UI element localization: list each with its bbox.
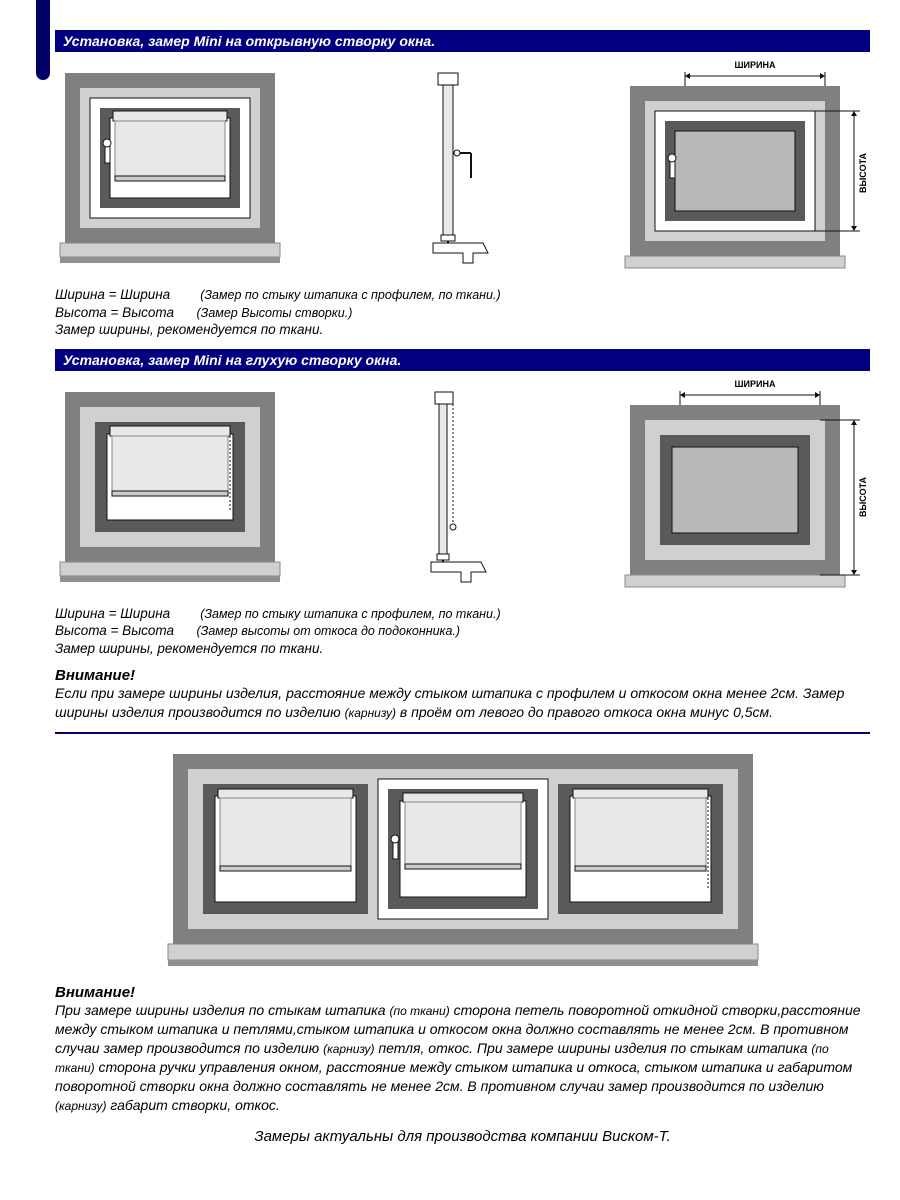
section1-header: Установка, замер Mini на открывную створ… [55, 30, 870, 52]
attention2: Внимание! При замере ширины изделия по с… [55, 984, 870, 1114]
section1-diagrams: ШИРИНА ВЫСОТ [55, 58, 870, 278]
formula-note: Замер ширины, рекомендуется по ткани. [55, 640, 870, 658]
t3: петля, откос. При замере ширины изделия … [375, 1040, 812, 1056]
attention-title: Внимание! [55, 984, 870, 1001]
formula-width-hint: (Замер по стыку штапика с профилем, по т… [200, 288, 500, 302]
attention-body: Если при замере ширины изделия, расстоян… [55, 684, 870, 722]
section2-diagrams: ШИРИНА ВЫСОТА [55, 377, 870, 597]
height-label: ВЫСОТА [858, 476, 868, 517]
formula-width: Ширина = Ширина [55, 287, 170, 302]
width-label: ШИРИНА [735, 60, 776, 70]
attention-text-b: в проём от левого до правого откоса окна… [396, 704, 773, 720]
formula-width: Ширина = Ширина [55, 606, 170, 621]
t1: При замере ширины изделия по стыкам штап… [55, 1002, 389, 1018]
page-content: Установка, замер Mini на открывную створ… [0, 0, 900, 1155]
karniz: (карнизу) [345, 706, 396, 720]
diagram-side-fixed [393, 382, 503, 592]
divider [55, 732, 870, 734]
diagram-front-open [55, 63, 285, 273]
section2-header: Установка, замер Mini на глухую створку … [55, 349, 870, 371]
formula-height: Высота = Высота [55, 623, 174, 638]
section1-formulas: Ширина = Ширина (Замер по стыку штапика … [55, 286, 870, 339]
diagram-side-open [393, 63, 503, 273]
attention-body: При замере ширины изделия по стыкам штап… [55, 1001, 870, 1114]
page-side-tab [36, 0, 50, 80]
attention1: Внимание! Если при замере ширины изделия… [55, 667, 870, 722]
footer-note: Замеры актуальны для производства компан… [55, 1128, 870, 1145]
triple-window-diagram [55, 744, 870, 974]
po-tkani: (по ткани) [389, 1004, 449, 1018]
section2-formulas: Ширина = Ширина (Замер по стыку штапика … [55, 605, 870, 658]
t5: габарит створки, откос. [106, 1097, 279, 1113]
t4: сторона ручки управления окном, расстоян… [55, 1059, 852, 1094]
diagram-front-fixed [55, 382, 285, 592]
karniz: (карнизу) [55, 1099, 106, 1113]
formula-width-hint: (Замер по стыку штапика с профилем, по т… [200, 607, 500, 621]
formula-height: Высота = Высота [55, 305, 174, 320]
width-label: ШИРИНА [735, 379, 776, 389]
formula-height-hint: (Замер высоты от откоса до подоконника.) [197, 624, 461, 638]
formula-note: Замер ширины, рекомендуется по ткани. [55, 321, 870, 339]
formula-height-hint: (Замер Высоты створки.) [197, 306, 353, 320]
attention-title: Внимание! [55, 667, 870, 684]
height-label: ВЫСОТА [858, 152, 868, 193]
diagram-dimensions-fixed: ШИРИНА ВЫСОТА [610, 377, 870, 597]
karniz: (карнизу) [323, 1042, 374, 1056]
diagram-dimensions-open: ШИРИНА ВЫСОТ [610, 58, 870, 278]
